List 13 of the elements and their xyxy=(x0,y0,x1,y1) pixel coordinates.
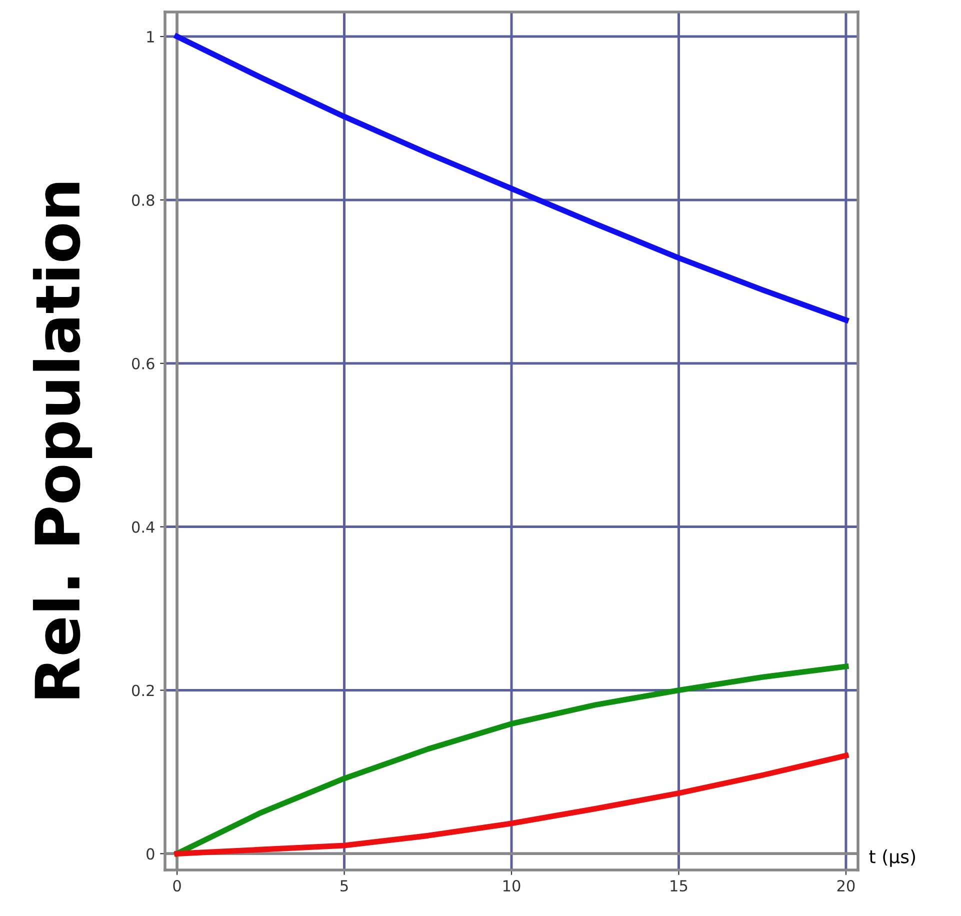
y-tick-label: 0.4 xyxy=(132,521,154,533)
x-tick-label: 15 xyxy=(670,880,688,892)
y-tick-label: 0.2 xyxy=(132,684,154,696)
x-tick-label: 5 xyxy=(340,880,348,892)
y-tick-label: 0 xyxy=(146,848,154,860)
y-tick-label: 1 xyxy=(147,31,154,42)
y-axis-title: Rel. Population xyxy=(32,182,92,698)
x-tick-label: 0 xyxy=(173,880,181,892)
x-tick-label: 20 xyxy=(837,880,855,892)
y-tick-label: 0.8 xyxy=(132,194,154,206)
x-axis-title: t (μs) xyxy=(869,849,915,867)
x-tick-label: 10 xyxy=(503,880,520,892)
y-tick-label: 0.6 xyxy=(132,358,154,370)
